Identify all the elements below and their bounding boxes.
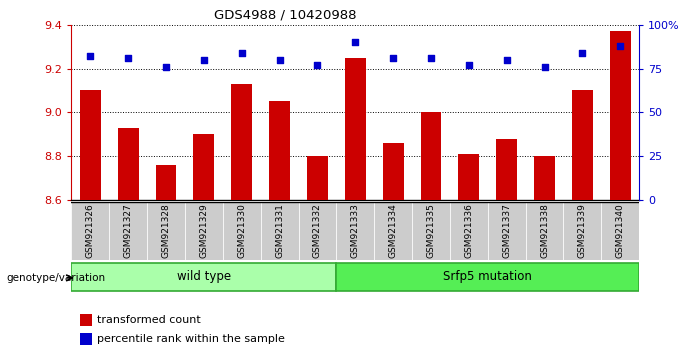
Point (199, 57, 209, 63)
Text: GSM921334: GSM921334 (389, 204, 398, 258)
Bar (80, 314, 92, 326)
Bar (496, 139, 517, 200)
Bar (458, 154, 479, 200)
Text: GSM921333: GSM921333 (351, 204, 360, 258)
Bar (534, 156, 555, 200)
Text: GSM921332: GSM921332 (313, 204, 322, 258)
Bar (412, 202, 450, 260)
Text: GSM921338: GSM921338 (540, 204, 549, 258)
Text: GSM921340: GSM921340 (616, 204, 625, 258)
Bar (345, 58, 366, 200)
Text: GSM921339: GSM921339 (578, 204, 587, 258)
Text: GSM921326: GSM921326 (86, 204, 95, 258)
Text: wild type: wild type (177, 270, 231, 283)
Point (463, 62, 474, 68)
Bar (260, 202, 299, 260)
Bar (185, 202, 223, 260)
Text: GSM921337: GSM921337 (503, 204, 511, 258)
Bar (223, 202, 260, 260)
Bar (147, 202, 185, 260)
Bar (374, 202, 412, 260)
Point (312, 62, 323, 68)
Bar (450, 202, 488, 260)
Point (615, 43, 626, 48)
Bar (194, 134, 214, 200)
Bar (299, 202, 337, 260)
Bar (337, 263, 639, 291)
Point (237, 50, 248, 56)
Point (501, 57, 512, 63)
Text: GSM921329: GSM921329 (199, 204, 208, 258)
Bar (564, 202, 601, 260)
Text: transformed count: transformed count (97, 315, 201, 325)
Bar (269, 102, 290, 200)
Bar (526, 202, 564, 260)
Bar (383, 143, 403, 200)
Bar (109, 202, 147, 260)
Point (274, 57, 285, 63)
Text: GSM921336: GSM921336 (464, 204, 473, 258)
Point (160, 64, 171, 70)
Text: GSM921330: GSM921330 (237, 204, 246, 258)
Bar (421, 113, 441, 200)
Text: GSM921328: GSM921328 (162, 204, 171, 258)
Bar (307, 156, 328, 200)
Bar (118, 128, 139, 200)
Text: percentile rank within the sample: percentile rank within the sample (97, 335, 285, 344)
Text: GSM921331: GSM921331 (275, 204, 284, 258)
Point (388, 55, 398, 61)
Point (85, 53, 96, 59)
Bar (488, 202, 526, 260)
Bar (156, 165, 176, 200)
Bar (71, 263, 337, 291)
Bar (610, 32, 630, 200)
Text: GSM921335: GSM921335 (426, 204, 435, 258)
Bar (71, 202, 109, 260)
Text: GSM921327: GSM921327 (124, 204, 133, 258)
Point (350, 40, 360, 45)
Bar (80, 333, 92, 346)
Point (539, 64, 550, 70)
Bar (80, 91, 101, 200)
Bar (572, 91, 593, 200)
Text: genotype/variation: genotype/variation (7, 273, 106, 283)
Point (577, 50, 588, 56)
Bar (601, 202, 639, 260)
Point (426, 55, 437, 61)
Bar (337, 202, 374, 260)
Text: Srfp5 mutation: Srfp5 mutation (443, 270, 532, 283)
Point (122, 55, 133, 61)
Bar (231, 84, 252, 200)
Text: GDS4988 / 10420988: GDS4988 / 10420988 (214, 9, 357, 22)
